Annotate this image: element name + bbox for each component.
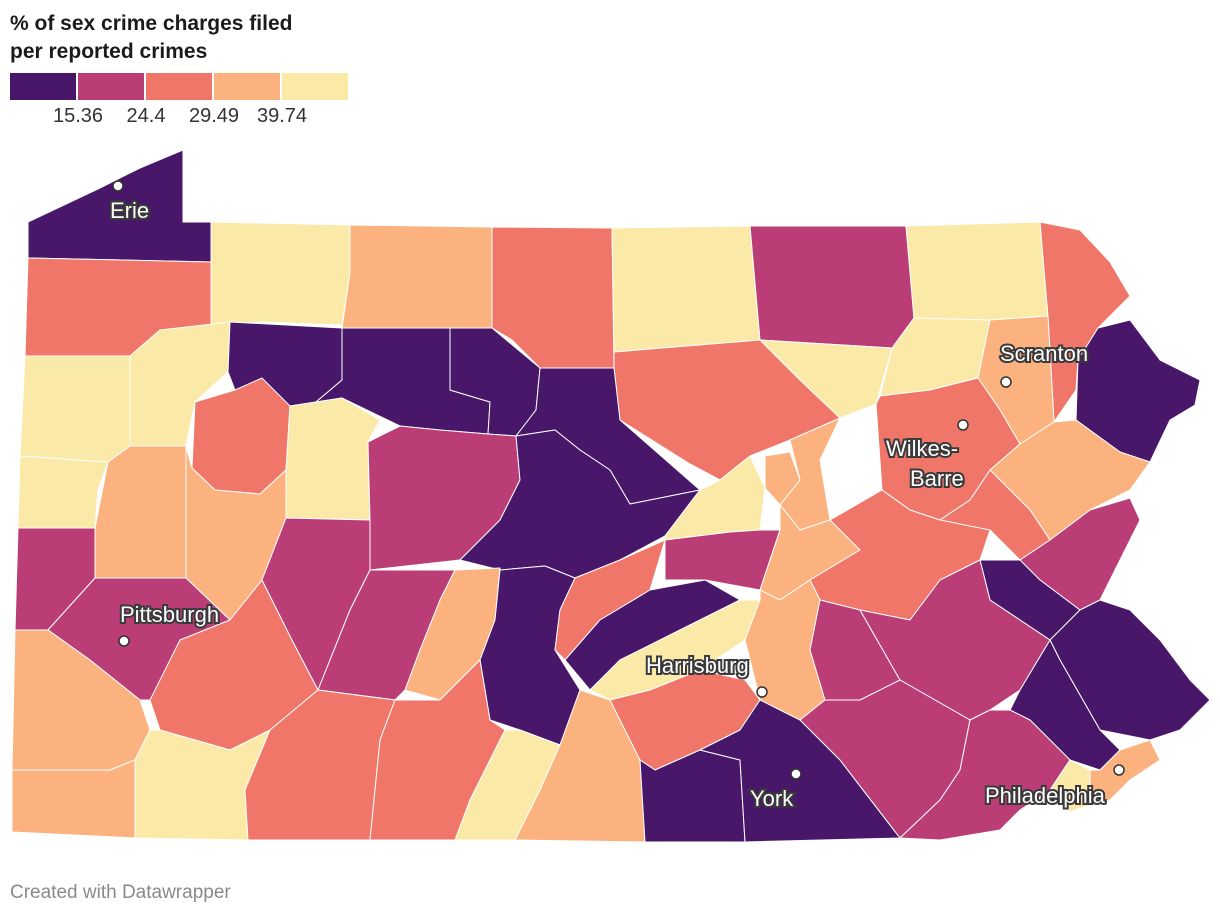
city-label-erie: Erie <box>110 198 149 223</box>
legend-break-3: 29.49 <box>188 105 240 127</box>
county-philadelphia[interactable] <box>1089 739 1161 806</box>
county-bradford[interactable] <box>749 225 915 349</box>
legend-break-2: 24.4 <box>126 105 166 127</box>
legend-break-1: 15.36 <box>52 105 104 127</box>
county-carbon[interactable] <box>939 469 1051 561</box>
pennsylvania-county-map: Erie Pittsburgh Scranton Wilkes- Barre H… <box>11 149 1211 843</box>
county-mckean[interactable] <box>341 224 493 329</box>
county-mercer[interactable] <box>19 355 131 463</box>
legend-swatch-3 <box>146 73 212 100</box>
city-label-philadelphia: Philadelphia <box>985 783 1106 808</box>
chart-title: % of sex crime charges filed per reporte… <box>10 10 292 66</box>
city-label-harrisburg: Harrisburg <box>646 653 749 678</box>
county-lawrence[interactable] <box>17 455 109 529</box>
county-butler[interactable] <box>94 445 187 579</box>
city-dot-pittsburgh <box>118 635 130 647</box>
legend-swatch-1 <box>10 73 76 100</box>
legend-swatch-4 <box>214 73 280 100</box>
city-label-wilkes-barre-1: Wilkes- <box>886 436 958 461</box>
title-line-2: per reported crimes <box>10 40 208 63</box>
legend-swatch-5 <box>282 73 348 100</box>
county-chester[interactable] <box>899 709 1071 841</box>
city-dot-york <box>790 768 802 780</box>
legend-bar <box>10 73 350 100</box>
city-label-york: York <box>750 786 794 811</box>
legend-break-4: 39.74 <box>256 105 308 127</box>
city-markers: Erie Pittsburgh Scranton Wilkes- Barre H… <box>108 180 1125 813</box>
footer-credit: Created with Datawrapper <box>10 882 231 903</box>
city-dot-wilkes-barre <box>957 419 969 431</box>
city-label-scranton: Scranton <box>1000 341 1088 366</box>
city-dot-erie <box>112 180 124 192</box>
county-jefferson[interactable] <box>285 397 381 521</box>
legend-swatch-2 <box>78 73 144 100</box>
county-sullivan[interactable] <box>759 339 893 419</box>
title-line-1: % of sex crime charges filed <box>10 12 293 35</box>
city-dot-philadelphia <box>1113 764 1125 776</box>
county-greene[interactable] <box>11 759 136 839</box>
color-legend: 15.36 24.4 29.49 39.74 <box>10 73 350 133</box>
county-susquehanna[interactable] <box>905 221 1049 321</box>
county-tioga[interactable] <box>611 225 761 353</box>
city-label-wilkes-barre-2: Barre <box>910 466 964 491</box>
city-label-pittsburgh: Pittsburgh <box>120 602 219 627</box>
city-dot-scranton <box>1000 376 1012 388</box>
city-dot-harrisburg <box>756 686 768 698</box>
county-warren[interactable] <box>210 221 351 327</box>
county-clarion[interactable] <box>191 377 291 495</box>
